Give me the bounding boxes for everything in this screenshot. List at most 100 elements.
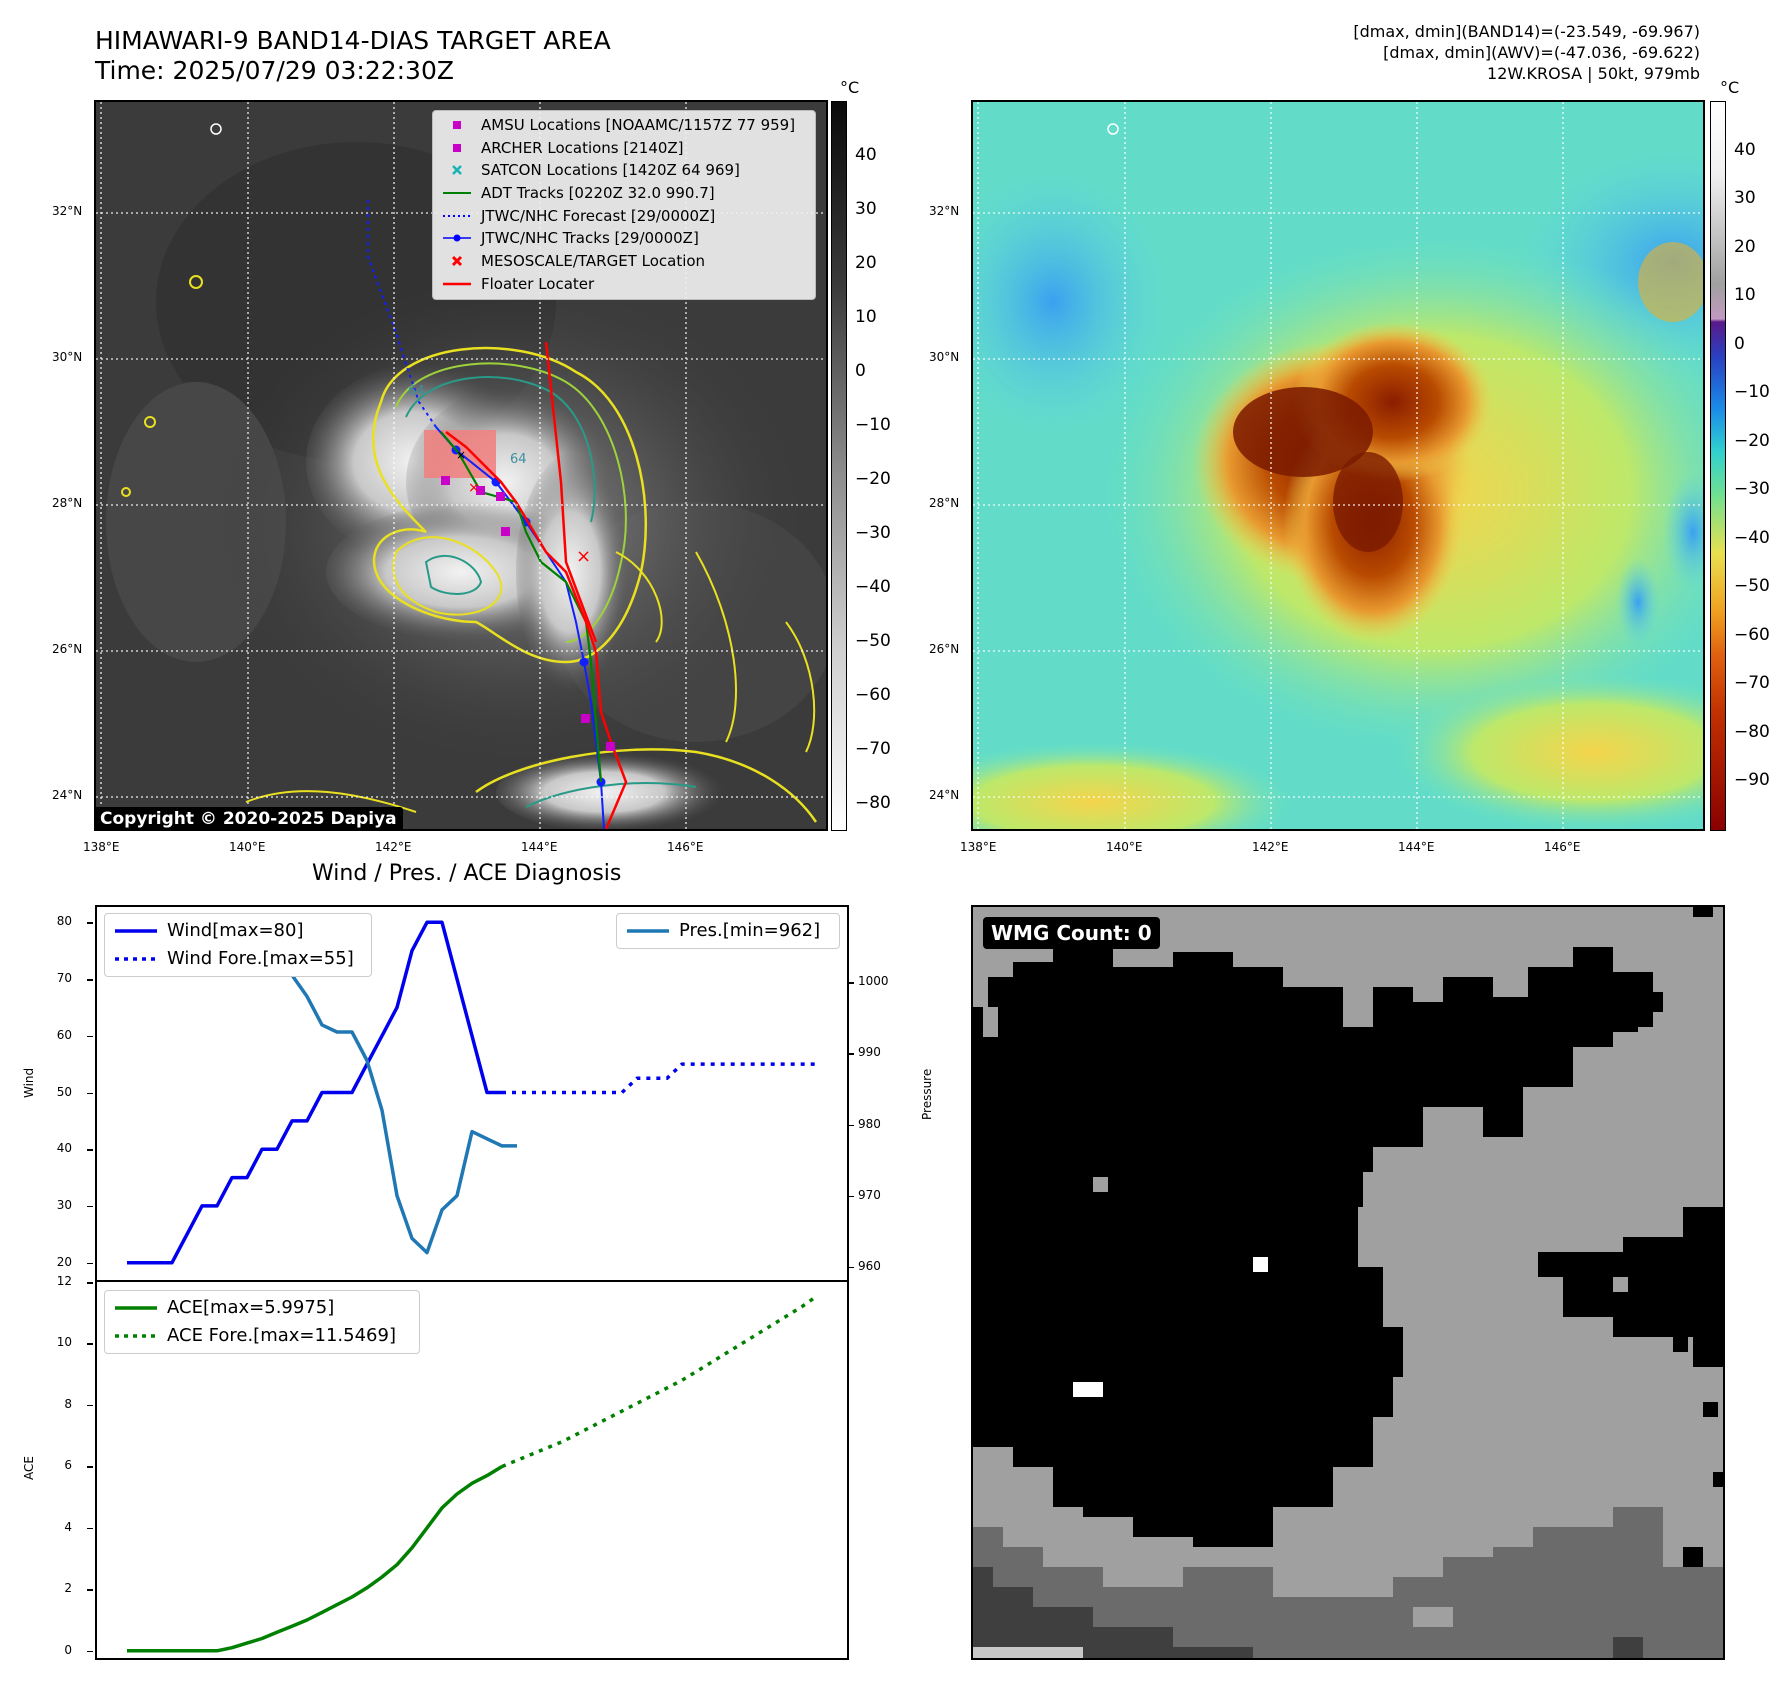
colorbar-tick: 10 (1734, 285, 1756, 305)
colorbar-tick: −20 (1734, 431, 1770, 451)
cyan-x-icon (452, 165, 462, 176)
wind-line-icon (115, 929, 157, 933)
colorbar-tick: −30 (1734, 479, 1770, 499)
y-tick-mark (87, 1149, 93, 1151)
lat-label: 26°N (52, 642, 83, 656)
colorbar-tick: 30 (1734, 188, 1756, 208)
ace-forecast-line-icon (115, 1334, 157, 1338)
y-tick-mark (87, 1205, 93, 1208)
blue-dotted-line-icon (443, 214, 471, 217)
band14-colorbar (831, 101, 847, 831)
colorbar-unit: °C (1720, 78, 1740, 97)
lon-label: 144°E (521, 840, 558, 854)
y-tick-label: 960 (858, 1258, 881, 1273)
y-tick-label: 990 (858, 1045, 881, 1060)
colorbar-tick: 0 (855, 361, 866, 381)
colorbar-tick: 40 (1734, 140, 1756, 160)
magenta-square-icon (453, 143, 461, 152)
y-tick-mark (87, 1035, 93, 1038)
colorbar-tick: −40 (855, 577, 891, 597)
svg-text:×: × (468, 480, 480, 496)
diagnosis-chart-frame (95, 905, 849, 1660)
lat-label: 30°N (929, 350, 960, 364)
band14-range-text: [dmax, dmin](BAND14)=(-23.549, -69.967) (1353, 22, 1700, 41)
legend-item: Wind[max=80] (105, 917, 371, 945)
colorbar-tick: −10 (855, 415, 891, 435)
lon-label: 138°E (83, 840, 120, 854)
lat-label: 28°N (52, 496, 83, 510)
colorbar-tick: 20 (1734, 237, 1756, 257)
y-tick-mark (87, 1092, 93, 1094)
y-tick-label: 970 (858, 1187, 881, 1202)
ace-legend: ACE[max=5.9975] ACE Fore.[max=11.5469] (104, 1290, 420, 1354)
lat-label: 26°N (929, 642, 960, 656)
svg-text:×: × (576, 546, 591, 567)
colorbar-tick: −20 (855, 469, 891, 489)
lat-label: 24°N (929, 788, 960, 802)
contour-label: 64 (408, 384, 425, 399)
colorbar-tick: −60 (1734, 625, 1770, 645)
ace-plot (127, 1294, 819, 1653)
ace-line-icon (115, 1306, 157, 1310)
y-tick-mark (87, 1343, 93, 1345)
map-legend: AMSU Locations [NOAAMC/1157Z 77 959] ARC… (432, 110, 816, 300)
y-tick-label: 70 (56, 971, 72, 986)
colorbar-tick: −40 (1734, 528, 1770, 548)
legend-item: ACE[max=5.9975] (105, 1294, 419, 1322)
green-line-icon (443, 192, 471, 195)
y-tick-mark (87, 1466, 93, 1468)
lat-label: 32°N (929, 204, 960, 218)
awv-map[interactable] (971, 100, 1705, 831)
y-tick-mark (87, 1527, 93, 1530)
pressure-legend: Pres.[min=962] (616, 913, 840, 949)
lat-label: 30°N (52, 350, 83, 364)
y-tick-mark (848, 982, 854, 984)
y-tick-label: 50 (56, 1084, 72, 1099)
wmg-grid-image (973, 907, 1723, 1658)
awv-colorbar (1710, 101, 1726, 831)
series-line (501, 1294, 819, 1469)
legend-item: Floater Locater (433, 273, 815, 296)
y-tick-mark (848, 1053, 854, 1055)
legend-item: JTWC/NHC Forecast [29/0000Z] (433, 205, 815, 228)
colorbar-tick: 0 (1734, 334, 1745, 354)
svg-text:×: × (456, 448, 466, 462)
colorbar-tick: −80 (855, 793, 891, 813)
y-tick-label: 60 (56, 1027, 72, 1042)
colorbar-tick: −80 (1734, 722, 1770, 742)
y-tick-label: 40 (56, 1141, 72, 1156)
wmg-panel[interactable]: WMG Count: 0 (971, 905, 1725, 1660)
y-tick-label: 0 (64, 1642, 72, 1657)
colorbar-tick: −60 (855, 685, 891, 705)
y-tick-label: 80 (56, 914, 72, 929)
lon-label: 146°E (1544, 840, 1581, 854)
blue-line-dot-icon (443, 234, 471, 242)
y-tick-mark (848, 1124, 854, 1127)
band14-ir-map[interactable]: × × × 64 64 AMSU Locations [NOAAMC/1157Z… (94, 100, 828, 831)
y-tick-mark (87, 1282, 93, 1284)
wmg-count-label: WMG Count: 0 (983, 917, 1160, 949)
subplot-divider (95, 1280, 849, 1282)
wind-axis-label: Wind (22, 1067, 36, 1098)
legend-item: SATCON Locations [1420Z 64 969] (433, 159, 815, 182)
colorbar-tick: −70 (855, 739, 891, 759)
time-stamp: Time: 2025/07/29 03:22:30Z (95, 56, 454, 85)
lon-label: 144°E (1398, 840, 1435, 854)
y-tick-mark (87, 922, 93, 924)
y-tick-mark (848, 1266, 854, 1269)
red-x-icon (451, 256, 463, 267)
lat-label: 24°N (52, 788, 83, 802)
y-tick-mark (87, 1262, 93, 1265)
colorbar-tick: 10 (855, 307, 877, 327)
pressure-line-icon (627, 929, 669, 933)
y-tick-label: 12 (56, 1274, 72, 1288)
y-tick-label: 4 (64, 1519, 72, 1534)
ace-axis-label: ACE (22, 1456, 36, 1480)
copyright-label: Copyright © 2020-2025 Dapiya (96, 807, 403, 829)
colorbar-tick: −30 (855, 523, 891, 543)
colorbar-tick: −10 (1734, 382, 1770, 402)
y-tick-label: 20 (56, 1254, 72, 1269)
colorbar-tick: 30 (855, 199, 877, 219)
satellite-title: HIMAWARI-9 BAND14-DIAS TARGET AREA (95, 26, 611, 55)
diagnosis-title: Wind / Pres. / ACE Diagnosis (312, 861, 622, 886)
